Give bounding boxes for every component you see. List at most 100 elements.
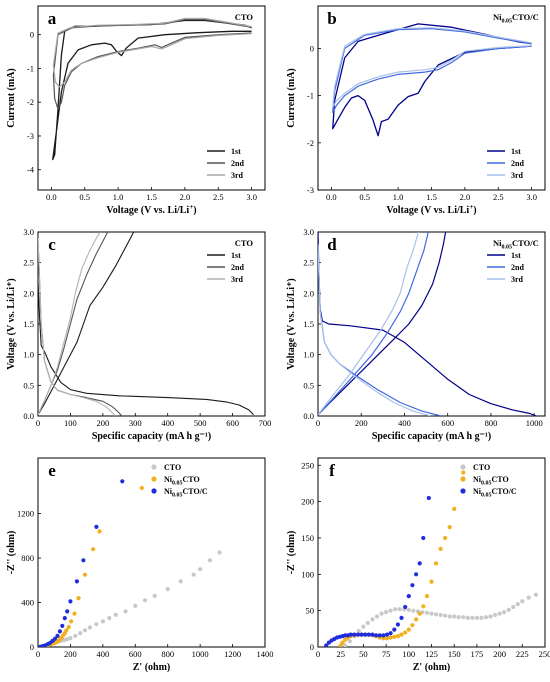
data-point [74, 579, 79, 584]
data-point [417, 561, 422, 566]
legend-label: 2nd [231, 159, 244, 168]
y-tick-label: -1 [307, 91, 314, 101]
y-tick-label: -3 [307, 185, 314, 195]
series-line [38, 232, 101, 416]
chart-title: CTO [235, 12, 254, 22]
y-tick-label: 0 [310, 43, 314, 53]
x-tick-label: 600 [441, 418, 454, 428]
x-tick-label: 1000 [192, 649, 209, 659]
data-point [443, 535, 448, 541]
panel-a: 0.0 0.5 1.0 1.5 2.0 2.5 3.0 -4 -3 -2 -1 0 Voltage (V… [6, 5, 266, 216]
data-point [57, 629, 63, 634]
x-tick-label: 1000 [526, 418, 543, 428]
data-point [384, 632, 390, 637]
data-point [424, 594, 430, 599]
y-tick-label: 1.0 [303, 350, 314, 360]
panel-e: 0 200 400 600 800 1000 1200 1400 0 400 800 1200 Z' (… [6, 457, 274, 673]
data-point [100, 619, 105, 624]
panel-c: 0 100 200 300 400 500 600 700 0.0 0.5 1.0 1.5 2.0 2.5… [6, 227, 271, 442]
y-tick-label: -1 [27, 63, 34, 73]
data-point [343, 643, 348, 647]
x-tick-label: 600 [129, 649, 142, 659]
y-tick-label: 1.0 [23, 350, 34, 360]
legend: 1st 2nd 3rd [487, 147, 524, 180]
data-point [64, 628, 69, 633]
data-point [474, 615, 479, 621]
data-point [461, 470, 466, 475]
panel-label: e [48, 461, 56, 480]
y-tick-label: 2.5 [303, 258, 314, 268]
data-point [381, 633, 386, 638]
x-tick-label: 400 [96, 649, 109, 659]
data-point [533, 592, 539, 597]
data-point [399, 632, 404, 637]
data-point [60, 623, 65, 629]
y-tick-label: 0 [310, 642, 314, 652]
data-point [406, 607, 411, 613]
data-point [55, 633, 60, 639]
data-point [429, 579, 434, 584]
data-point [142, 598, 148, 603]
data-point [429, 611, 434, 616]
legend-label: 3rd [511, 171, 524, 180]
y-tick-label: 3.0 [303, 227, 314, 237]
data-point [502, 610, 507, 615]
data-point [433, 612, 439, 617]
series-line [52, 19, 252, 161]
y-tick-label: -2 [27, 97, 34, 107]
data-point [68, 599, 73, 604]
x-tick-label: 1.5 [426, 192, 437, 202]
data-point [94, 524, 99, 530]
series-line [38, 232, 135, 416]
legend-label: CTO [473, 463, 490, 472]
x-tick-label: 0.5 [359, 192, 370, 202]
x-tick-label: 25 [336, 649, 345, 659]
series-line [38, 232, 109, 416]
data-point [461, 615, 466, 620]
panel-label: f [329, 461, 335, 480]
x-tick-label: 2.5 [493, 192, 504, 202]
data-point [165, 587, 170, 592]
data-point [447, 525, 452, 530]
data-point [152, 593, 157, 599]
y-tick-label: -3 [27, 131, 34, 141]
data-point [388, 608, 393, 613]
y-tick-label: 2.0 [23, 288, 34, 298]
legend-label: 1st [511, 251, 521, 260]
data-point [526, 595, 531, 600]
y-tick-label: 0 [30, 30, 34, 40]
x-tick-label: 0 [36, 649, 40, 659]
data-point [69, 619, 74, 624]
x-tick-label: 225 [516, 649, 529, 659]
series-line [332, 23, 532, 137]
data-point [397, 607, 402, 612]
series-line [318, 244, 431, 416]
x-axis-label: Z' (ohm) [133, 662, 171, 673]
y-tick-label: 0.0 [303, 411, 314, 421]
data-point [72, 611, 77, 616]
y-tick-label: 3.0 [23, 227, 34, 237]
data-point [191, 572, 196, 577]
data-point [384, 610, 389, 615]
data-point [424, 610, 430, 615]
y-tick-label: -4 [27, 165, 35, 175]
data-point [403, 630, 408, 635]
data-point [520, 599, 525, 604]
data-point [52, 636, 58, 641]
data-point [406, 594, 411, 599]
data-point [393, 607, 398, 612]
x-axis-label: Specific capacity (mA h g⁻¹) [92, 431, 211, 442]
data-point [370, 617, 375, 622]
x-tick-label: 1.0 [393, 192, 404, 202]
x-tick-label: 1400 [257, 649, 274, 659]
x-tick-label: 150 [448, 649, 461, 659]
data-point [356, 628, 361, 634]
data-point [438, 612, 443, 618]
data-point [359, 632, 364, 637]
y-tick-label: 50 [306, 606, 315, 616]
data-point [403, 604, 408, 610]
plot-area [38, 232, 254, 416]
data-point [133, 603, 138, 609]
